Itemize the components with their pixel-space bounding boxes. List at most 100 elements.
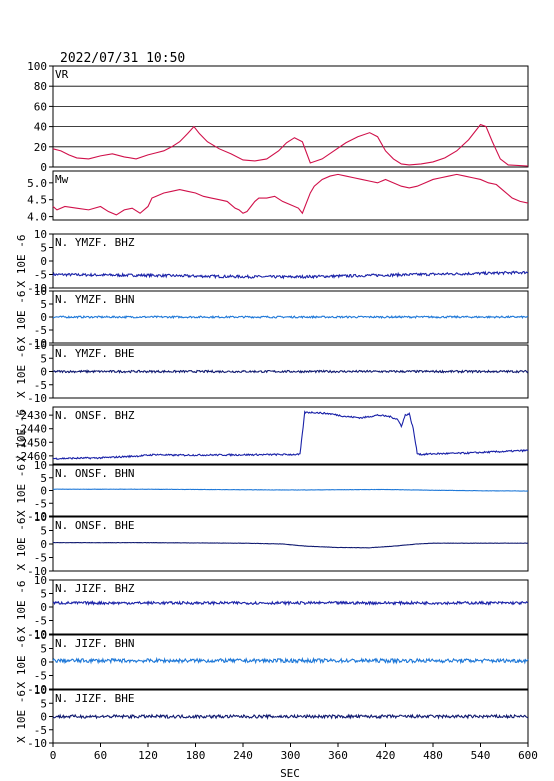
y-tick-label: -10: [27, 628, 47, 641]
panel-name: N. YMZF. BHZ: [55, 236, 135, 249]
x-axis-label: SEC: [280, 767, 300, 780]
y-tick-label: 5: [40, 352, 47, 365]
y-tick-label: -10: [27, 392, 47, 405]
y-axis-label: X 10E -6: [15, 235, 28, 288]
series-line: [52, 369, 529, 374]
y-tick-label: 10: [34, 684, 47, 697]
y-tick-label: -2460: [14, 450, 47, 463]
series-line: [52, 713, 529, 721]
series-line: [52, 173, 529, 216]
panel-mw: 4.0 4.5 5.0 Mw: [27, 170, 529, 224]
series-line: [52, 541, 529, 549]
panel-n-onsf-bhz: -2460-2450-2440-2430 N. ONSF. BHZ X 10E -6: [14, 406, 529, 465]
y-tick-label: -10: [27, 510, 47, 523]
y-tick-label: 4.5: [27, 194, 47, 207]
y-tick-label: 20: [34, 141, 47, 154]
y-tick-label: 0: [40, 311, 47, 324]
y-tick-label: 0: [40, 711, 47, 724]
panel-name: N. ONSF. BHZ: [55, 409, 135, 422]
y-axis-label: X 10E -6: [15, 345, 28, 398]
y-tick-label: 5: [40, 298, 47, 311]
y-tick-label: -5: [34, 724, 47, 737]
panel-name: N. YMZF. BHN: [55, 293, 134, 306]
panel-name: N. JIZF. BHN: [55, 637, 134, 650]
y-tick-label: 60: [34, 100, 47, 113]
x-tick-label: 0: [50, 749, 57, 762]
y-tick-label: 5.0: [27, 177, 47, 190]
y-tick-label: 5: [40, 697, 47, 710]
y-tick-label: 80: [34, 80, 47, 93]
y-tick-label: -10: [27, 337, 47, 350]
y-tick-label: 10: [34, 511, 47, 524]
y-tick-label: 10: [34, 574, 47, 587]
y-tick-label: 10: [34, 339, 47, 352]
y-tick-label: -2450: [14, 436, 47, 449]
y-tick-label: -2440: [14, 423, 47, 436]
y-tick-label: 40: [34, 121, 47, 134]
y-tick-label: 0: [40, 601, 47, 614]
timestamp-label: 2022/07/31 10:50: [60, 51, 185, 66]
y-tick-label: -10: [27, 683, 47, 696]
y-tick-label: 5: [40, 472, 47, 485]
y-tick-label: -2430: [14, 409, 47, 422]
x-tick-label: 300: [281, 749, 301, 762]
y-tick-label: -5: [34, 670, 47, 683]
y-tick-label: -5: [34, 497, 47, 510]
series-line: [52, 599, 529, 607]
series-line: [52, 488, 529, 492]
y-tick-label: -5: [34, 379, 47, 392]
y-tick-label: 10: [34, 228, 47, 241]
panel-name: Mw: [55, 173, 69, 186]
y-axis-label: X 10E -6: [15, 409, 28, 462]
x-tick-label: 60: [94, 749, 107, 762]
y-axis-label: X 10E -6: [15, 690, 28, 743]
panel-name: VR: [55, 68, 69, 81]
y-tick-label: 5: [40, 525, 47, 538]
y-tick-label: -5: [34, 552, 47, 565]
y-tick-label: 10: [34, 459, 47, 472]
panel-name: N. YMZF. BHE: [55, 347, 134, 360]
panel-name: N. ONSF. BHN: [55, 467, 134, 480]
y-axis-label: X 10E -6: [15, 464, 28, 517]
y-axis-label: X 10E -6: [15, 636, 28, 689]
y-tick-label: -10: [27, 737, 47, 750]
series-line: [52, 314, 529, 320]
x-tick-label: 420: [376, 749, 396, 762]
y-tick-label: -10: [27, 565, 47, 578]
x-tick-label: 120: [138, 749, 158, 762]
y-tick-label: 0: [40, 538, 47, 551]
series-line: [52, 656, 529, 665]
y-tick-label: 5: [40, 643, 47, 656]
panel-name: N. ONSF. BHE: [55, 519, 134, 532]
y-tick-label: 100: [27, 60, 47, 73]
y-axis-label: X 10E -6: [15, 291, 28, 344]
panel-name: N. JIZF. BHE: [55, 692, 134, 705]
y-tick-label: 10: [34, 285, 47, 298]
y-axis-label: X 10E -6: [15, 518, 28, 571]
series-line: [52, 410, 529, 460]
x-tick-label: 180: [186, 749, 206, 762]
y-tick-label: 0: [40, 366, 47, 379]
y-tick-label: -5: [34, 615, 47, 628]
panel-vr: 0 20 40 60 80 100 VR: [27, 60, 529, 174]
y-tick-label: 4.0: [27, 211, 47, 224]
panel-name: N. JIZF. BHZ: [55, 582, 135, 595]
y-tick-label: -5: [34, 324, 47, 337]
y-tick-label: 0: [40, 161, 47, 174]
x-tick-label: 600: [518, 749, 538, 762]
panel-frame: [52, 170, 529, 221]
panel-frame: [52, 65, 529, 168]
y-tick-label: 0: [40, 485, 47, 498]
y-tick-label: 0: [40, 656, 47, 669]
series-line: [52, 270, 529, 280]
y-tick-label: 5: [40, 242, 47, 255]
